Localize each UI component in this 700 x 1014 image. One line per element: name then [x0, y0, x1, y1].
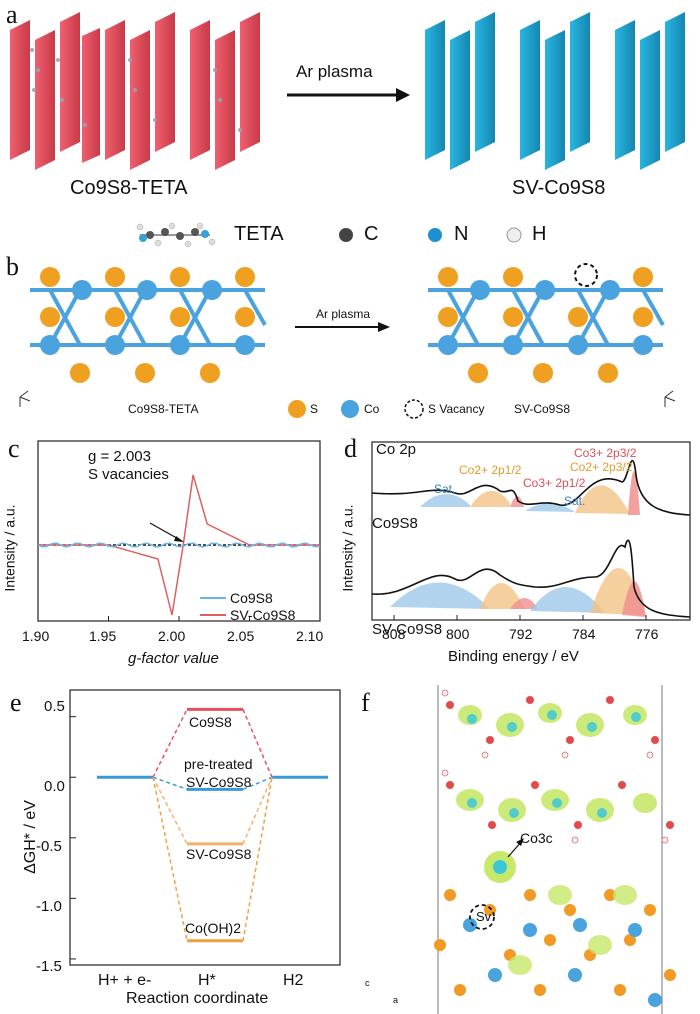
level-label-sv-co9s8: SV-Co9S8 — [186, 846, 252, 862]
peak-co2-2p32: Co2+ 2p3/2 — [570, 460, 633, 474]
panel-f-axis-c: c — [365, 978, 370, 988]
panel-e-label: e — [10, 688, 22, 717]
panel-b-right-name: SV-Co9S8 — [514, 402, 571, 416]
panel-e-ytick-3: -1.0 — [36, 898, 62, 915]
panel-d-frame — [371, 441, 691, 621]
panel-c-xlabel: g-factor value — [128, 650, 219, 667]
panel-c-xtick-0: 1.90 — [22, 628, 50, 644]
panel-d-xtick-0: 808 — [382, 626, 406, 642]
spectrum-co9s8 — [371, 459, 691, 516]
panel-f-sv-label: Sv — [476, 909, 492, 924]
panel-d-ylabel: Intensity / a.u. — [339, 504, 356, 592]
panel-e-ytick-1: 0.0 — [44, 778, 65, 795]
level-label-cooh2: Co(OH)2 — [185, 920, 242, 936]
peak-sat-1: Sat. — [434, 482, 456, 496]
series-sv-co9s8 — [38, 474, 320, 616]
teta-molecule-icon — [136, 222, 216, 248]
panel-b-lattice — [19, 263, 676, 419]
panel-e-xtick-0: H+ + e- — [98, 972, 152, 989]
co9s8-teta-lattice — [30, 267, 267, 383]
nitrogen-atom-icon — [428, 228, 442, 242]
legend-vacancy-icon — [404, 399, 424, 419]
panel-c-annotation-vacancy: S vacancies — [88, 466, 169, 483]
panel-d-label: d — [344, 434, 357, 463]
hydrogen-atom-icon — [506, 227, 522, 243]
energy-connector-0 — [152, 709, 188, 778]
panel-f-co3c-label: Co3c — [520, 830, 553, 846]
panel-e-ylabel: ΔGH* / eV — [21, 800, 39, 874]
series-co9s8-wiggle — [37, 542, 321, 548]
panel-b-arrow-label: Ar plasma — [316, 307, 371, 321]
panel-c-xtick-2: 2.00 — [158, 628, 186, 644]
panel-d-xtick-4: 776 — [635, 626, 659, 642]
panel-e-frame — [69, 689, 341, 966]
panel-f-label: f — [361, 688, 370, 717]
peak-co2-2p12: Co2+ 2p1/2 — [459, 463, 522, 477]
sv-co9s8-sheets — [425, 12, 685, 170]
s-vacancy-marker — [574, 263, 598, 287]
panel-d-xtick-1: 800 — [446, 626, 470, 642]
peak-sat-2: Sat. — [564, 494, 586, 508]
sv-vacancy-circle — [469, 904, 495, 930]
panel-a-arrow-label: Ar plasma — [296, 62, 373, 81]
panel-d-xps-chart — [371, 441, 691, 621]
energy-connector-3 — [152, 777, 188, 941]
legend-c: C — [364, 223, 379, 245]
panel-d-top-sample: Co9S8 — [372, 515, 418, 532]
panel-c-ylabel: Intensity / a.u. — [1, 504, 18, 592]
legend-n: N — [454, 223, 469, 245]
panel-d-xlabel: Binding energy / eV — [448, 648, 579, 665]
legend-s-vacancy: S Vacancy — [428, 402, 485, 416]
energy-connector-2 — [152, 776, 188, 845]
sv-co9s8-lattice — [428, 263, 665, 383]
panel-c-xtick-4: 2.10 — [296, 628, 324, 644]
panel-c-xtick-3: 2.05 — [227, 628, 255, 644]
panel-d-xtick-3: 784 — [572, 626, 596, 642]
peak-co3-2p12: Co3+ 2p1/2 — [523, 476, 586, 490]
panel-c-annotation-g: g = 2.003 — [88, 448, 151, 465]
panel-b-left-name: Co9S8-TETA — [128, 402, 199, 416]
legend-co-icon — [341, 400, 359, 418]
level-label-co9s8: Co9S8 — [189, 714, 232, 730]
peak-co3-2p32: Co3+ 2p3/2 — [574, 446, 637, 460]
panel-d-bottom-sample: SV-Co9S8 — [372, 621, 443, 638]
level-label-pretreated-sv: SV-Co9S8 — [186, 774, 252, 790]
energy-connector-0 — [242, 709, 273, 778]
panel-f-axis-a: a — [393, 995, 399, 1005]
panel-c-frame — [37, 440, 321, 622]
legend-co9s8: Co9S8 — [230, 590, 273, 606]
panel-c-label: c — [8, 434, 20, 463]
legend-co: Co — [364, 402, 380, 416]
panel-e-ytick-2: -0.5 — [36, 838, 62, 855]
legend-s: S — [310, 402, 319, 416]
panel-e-ytick-0: 0.5 — [44, 698, 65, 715]
panel-c-epr-chart — [37, 440, 321, 622]
panel-e-ytick-4: -1.5 — [36, 958, 62, 975]
panel-e-xtick-1: H* — [198, 972, 216, 989]
co9s8-teta-sheets — [10, 12, 260, 170]
legend-h: H — [532, 223, 547, 245]
legend-s-icon — [288, 400, 306, 418]
panel-a-illustration — [10, 12, 685, 248]
carbon-atom-icon — [339, 228, 353, 242]
panel-e-energy-chart — [69, 689, 341, 966]
panel-e-xtick-2: H2 — [283, 972, 304, 989]
panel-a-right-name: SV-Co9S8 — [512, 177, 606, 199]
panel-c-xtick-1: 1.95 — [89, 628, 117, 644]
legend-teta: TETA — [234, 223, 284, 245]
panel-a-label: a — [6, 0, 18, 29]
spectrum-sv-co9s8 — [371, 539, 691, 618]
panel-e-xlabel: Reaction coordinate — [126, 990, 269, 1007]
level-label-pretreated: pre-treated — [184, 756, 253, 772]
legend-sv-co9s8: SV-Co9S8 — [230, 607, 296, 623]
panel-d-xtick-2: 792 — [509, 626, 533, 642]
energy-connector-1 — [242, 776, 273, 791]
panel-a-left-name: Co9S8-TETA — [70, 177, 188, 199]
panel-b-label: b — [6, 252, 19, 281]
panel-f-charge-density — [434, 685, 676, 1014]
energy-connector-2 — [242, 776, 273, 845]
panel-d-title: Co 2p — [376, 441, 417, 458]
energy-connector-1 — [152, 776, 188, 791]
